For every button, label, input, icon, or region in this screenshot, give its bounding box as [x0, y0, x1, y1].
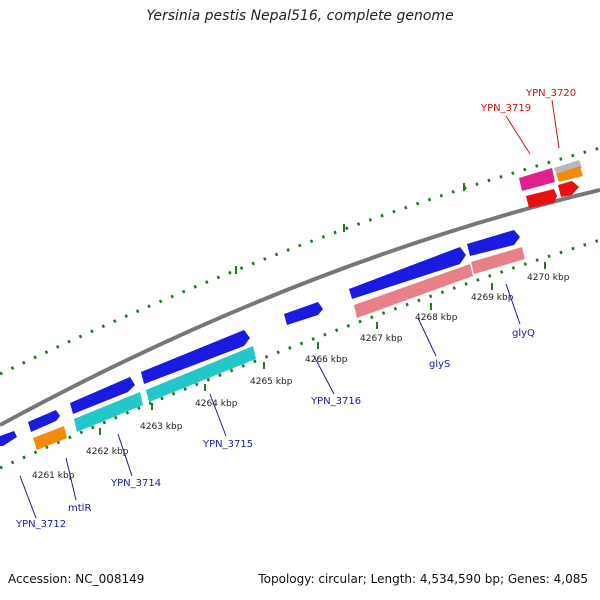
gene-label-mtlR: mtlR [68, 503, 91, 514]
label-leader [209, 393, 227, 437]
kbp-label: 4266 kbp [305, 355, 348, 365]
kbp-label: 4261 kbp [32, 471, 75, 481]
gene-label-YPN_3720: YPN_3720 [525, 88, 576, 99]
gene-label-YPN_3712: YPN_3712 [15, 519, 66, 530]
gene-arrow [519, 168, 555, 191]
gene-arrow [349, 247, 466, 299]
kbp-label: 4265 kbp [250, 377, 293, 387]
outer-tick-ring [0, 146, 600, 376]
label-leader [117, 433, 133, 477]
gene-arrow [284, 302, 323, 325]
kbp-label: 4268 kbp [415, 313, 458, 323]
gene-arrow [70, 377, 135, 414]
gene-arrow [526, 189, 557, 208]
kbp-label: 4270 kbp [527, 273, 570, 283]
gene-arrow [28, 410, 60, 432]
kbp-label: 4264 kbp [195, 399, 238, 409]
gene-arrow [556, 166, 583, 182]
gene-label-YPN_3716: YPN_3716 [310, 396, 361, 407]
gene-arrow [141, 330, 250, 384]
kbp-label: 4263 kbp [140, 422, 183, 432]
gene-label-YPN_3715: YPN_3715 [202, 439, 253, 450]
gene-arrow [554, 160, 582, 175]
label-leader [505, 115, 531, 155]
genome-backbone [0, 188, 600, 427]
gene-label-YPN_3714: YPN_3714 [110, 478, 161, 489]
label-leader [551, 99, 560, 149]
gene-arrow [0, 431, 17, 446]
label-leader [417, 317, 437, 357]
kbp-label: 4262 kbp [86, 447, 129, 457]
lower-strand-genes [33, 160, 583, 450]
kbp-label: 4267 kbp [360, 334, 403, 344]
gene-label-glyS: glyS [429, 359, 450, 370]
gene-arrow [471, 247, 525, 274]
label-leader [505, 283, 521, 325]
gene-arrow [146, 346, 256, 402]
label-leader [19, 475, 37, 519]
accession-info: Accession: NC_008149 [8, 572, 145, 586]
gene-arrow [558, 181, 579, 197]
label-leader [313, 355, 335, 395]
inner-tick-ring [0, 238, 600, 470]
figure-title: Yersinia pestis Nepal516, complete genom… [146, 8, 454, 24]
gene-label-glyQ: glyQ [512, 328, 535, 339]
genome-stats: Topology: circular; Length: 4,534,590 bp… [258, 572, 588, 586]
gene-arrow [74, 392, 143, 432]
gene-arrow [354, 264, 473, 318]
kbp-label: 4269 kbp [471, 293, 514, 303]
gene-arrow [467, 230, 520, 256]
gene-arrow [33, 426, 67, 450]
label-leader [65, 457, 77, 501]
gene-label-YPN_3719: YPN_3719 [480, 103, 531, 114]
upper-strand-genes [0, 181, 579, 446]
